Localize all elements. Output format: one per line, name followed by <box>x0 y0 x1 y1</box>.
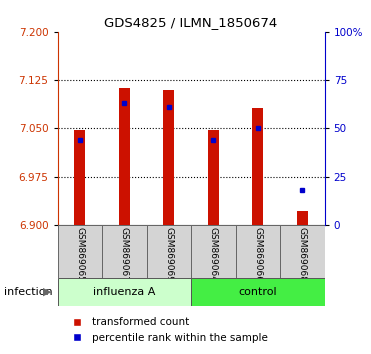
Text: ▶: ▶ <box>43 287 51 297</box>
Text: GSM869066: GSM869066 <box>253 227 262 282</box>
Bar <box>119 88 130 225</box>
Bar <box>74 130 85 225</box>
Bar <box>297 211 308 225</box>
Text: control: control <box>239 287 277 297</box>
Text: GSM869067: GSM869067 <box>120 227 129 282</box>
Bar <box>102 225 147 278</box>
Text: infection: infection <box>4 287 52 297</box>
Bar <box>58 278 191 306</box>
Bar <box>252 108 263 225</box>
Legend: transformed count, percentile rank within the sample: transformed count, percentile rank withi… <box>63 313 272 347</box>
Bar <box>280 225 325 278</box>
Text: GSM869069: GSM869069 <box>164 227 173 282</box>
Title: GDS4825 / ILMN_1850674: GDS4825 / ILMN_1850674 <box>105 16 278 29</box>
Bar <box>236 225 280 278</box>
Text: GSM869064: GSM869064 <box>209 227 218 282</box>
Text: GSM869068: GSM869068 <box>298 227 307 282</box>
Bar <box>147 225 191 278</box>
Bar <box>208 130 219 225</box>
Bar <box>163 90 174 225</box>
Text: GSM869065: GSM869065 <box>75 227 84 282</box>
Text: influenza A: influenza A <box>93 287 155 297</box>
Bar <box>191 278 325 306</box>
Bar <box>191 225 236 278</box>
Bar <box>58 225 102 278</box>
